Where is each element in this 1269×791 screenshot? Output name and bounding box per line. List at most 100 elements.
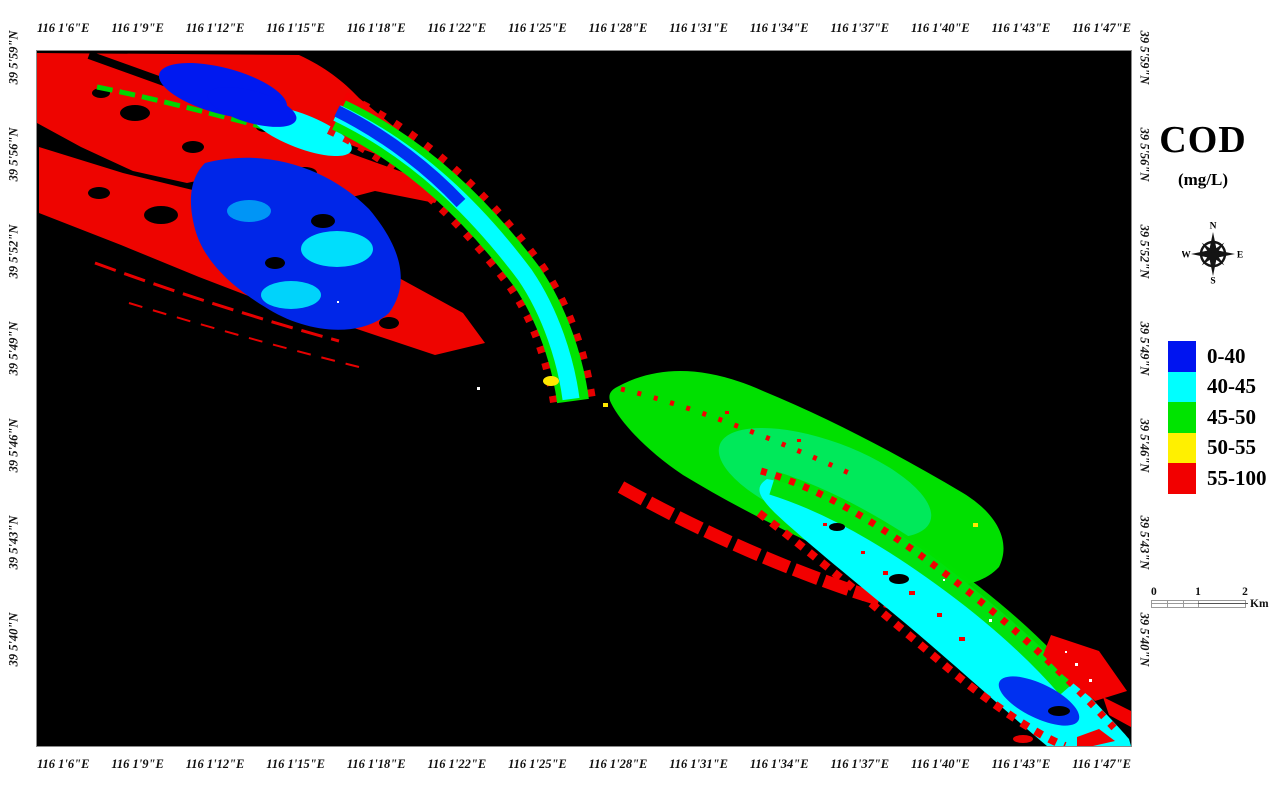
legend-item: 0-40 (1168, 341, 1267, 372)
legend-class-label: 45-50 (1207, 404, 1256, 429)
legend-color-swatch (1168, 341, 1196, 372)
latitude-axis-left: 39 5'59"N 39 5'56"N 39 5'52"N 39 5'49"N … (3, 15, 25, 681)
latitude-label: 39 5'59"N (1137, 30, 1152, 84)
scale-bar-midline (1152, 603, 1198, 604)
map-canvas (36, 50, 1132, 747)
latitude-axis-right: 39 5'59"N 39 5'56"N 39 5'52"N 39 5'49"N … (1133, 15, 1155, 681)
latitude-label-cell: 39 5'49"N (3, 306, 25, 390)
scale-bar-cell (1184, 601, 1199, 607)
scale-tick-label: 0 (1151, 586, 1157, 598)
longitude-label: 116 1'25"E (508, 756, 567, 771)
latitude-label-cell: 39 5'52"N (3, 209, 25, 293)
compass-east-label: E (1237, 251, 1243, 261)
longitude-label: 116 1'34"E (749, 756, 809, 771)
legend-item: 55-100 (1168, 463, 1267, 494)
compass-rose: N E S W (1181, 220, 1244, 287)
longitude-label: 116 1'31"E (669, 20, 728, 35)
latitude-label-cell: 39 5'52"N (1133, 209, 1155, 293)
longitude-label: 116 1'6"E (37, 756, 90, 771)
longitude-label: 116 1'9"E (111, 756, 164, 771)
longitude-axis-bottom: 116 1'6"E 116 1'9"E 116 1'12"E 116 1'15"E 11… (37, 755, 1131, 773)
lower-cyan-segment (756, 467, 1131, 746)
legend-color-swatch (1168, 432, 1196, 463)
longitude-label: 116 1'40"E (911, 756, 970, 771)
longitude-label: 116 1'12"E (185, 756, 245, 771)
scale-bar-numbers: 0 1 2 (1151, 586, 1269, 599)
longitude-label: 116 1'9"E (111, 20, 164, 35)
scale-tick-label: 1 (1195, 586, 1201, 598)
latitude-label-cell: 39 5'46"N (3, 403, 25, 487)
longitude-label: 116 1'28"E (588, 20, 648, 35)
latitude-label-cell: 39 5'43"N (1133, 500, 1155, 584)
latitude-label-cell: 39 5'56"N (3, 112, 25, 196)
latitude-label: 39 5'43"N (6, 515, 21, 569)
scale-bar-unit: Km (1250, 598, 1269, 610)
latitude-label: 39 5'43"N (1137, 515, 1152, 569)
latitude-label-cell: 39 5'59"N (3, 15, 25, 99)
latitude-label: 39 5'49"N (6, 321, 21, 375)
longitude-label: 116 1'12"E (185, 20, 245, 35)
scale-bar-leader (1198, 603, 1248, 604)
latitude-label: 39 5'52"N (6, 224, 21, 278)
longitude-label: 116 1'47"E (1072, 20, 1131, 35)
longitude-label: 116 1'34"E (749, 20, 809, 35)
legend-class-label: 40-45 (1207, 374, 1256, 399)
scale-bar-cell (1199, 601, 1245, 607)
scale-bar-rule (1151, 600, 1246, 608)
compass-south-label: S (1210, 277, 1215, 285)
legend-color-swatch (1168, 371, 1196, 402)
longitude-label: 116 1'37"E (830, 756, 890, 771)
longitude-label: 116 1'31"E (669, 756, 728, 771)
longitude-label: 116 1'18"E (346, 20, 406, 35)
compass-north-label: N (1210, 222, 1217, 232)
latitude-label-cell: 39 5'43"N (3, 500, 25, 584)
longitude-label: 116 1'28"E (588, 756, 648, 771)
latitude-label: 39 5'56"N (6, 127, 21, 181)
longitude-label: 116 1'40"E (911, 20, 970, 35)
longitude-label: 116 1'15"E (266, 756, 325, 771)
scale-tick-label: 2 (1242, 586, 1248, 598)
longitude-label: 116 1'6"E (37, 20, 90, 35)
compass-west-label: W (1182, 251, 1191, 261)
upper-blue-patches (158, 62, 401, 330)
legend-class-label: 55-100 (1207, 465, 1267, 490)
latitude-label-cell: 39 5'59"N (1133, 15, 1155, 99)
latitude-label: 39 5'40"N (1137, 612, 1152, 666)
latitude-label-cell: 39 5'49"N (1133, 306, 1155, 390)
latitude-label-cell: 39 5'46"N (1133, 403, 1155, 487)
latitude-label: 39 5'52"N (1137, 224, 1152, 278)
scale-bar-cell (1168, 601, 1184, 607)
longitude-label: 116 1'15"E (266, 20, 325, 35)
figure-title: COD (1159, 119, 1247, 161)
cod-raster (37, 51, 1131, 746)
legend-item: 40-45 (1168, 371, 1267, 402)
legend-class-label: 0-40 (1207, 343, 1246, 368)
upper-river-channel (94, 92, 596, 405)
longitude-label: 116 1'43"E (991, 20, 1051, 35)
scale-bar-cell (1152, 601, 1168, 607)
longitude-label: 116 1'22"E (427, 756, 487, 771)
legend-color-swatch (1168, 402, 1196, 433)
latitude-label: 39 5'46"N (6, 418, 21, 472)
legend-item: 45-50 (1168, 402, 1267, 433)
longitude-label: 116 1'22"E (427, 20, 487, 35)
compass-rose-icon: N E S W (1181, 222, 1243, 287)
longitude-label: 116 1'43"E (991, 756, 1051, 771)
latitude-label: 39 5'40"N (6, 612, 21, 666)
latitude-label-cell: 39 5'40"N (3, 597, 25, 681)
longitude-label: 116 1'18"E (346, 756, 406, 771)
figure-units: (mg/L) (1177, 170, 1229, 189)
latitude-label: 39 5'59"N (6, 30, 21, 84)
latitude-label: 39 5'46"N (1137, 418, 1152, 472)
scale-bar: 0 1 2 Km (1151, 586, 1269, 616)
latitude-label: 39 5'49"N (1137, 321, 1152, 375)
longitude-label: 116 1'37"E (830, 20, 890, 35)
legend-item: 50-55 (1168, 432, 1267, 463)
legend-class-label: 50-55 (1207, 435, 1256, 460)
longitude-label: 116 1'25"E (508, 20, 567, 35)
longitude-axis-top: 116 1'6"E 116 1'9"E 116 1'12"E 116 1'15"E 11… (37, 19, 1131, 37)
legend: 0-40 40-45 45-50 50-55 55-100 (1168, 341, 1267, 494)
longitude-label: 116 1'47"E (1072, 756, 1131, 771)
legend-color-swatch (1168, 463, 1196, 494)
